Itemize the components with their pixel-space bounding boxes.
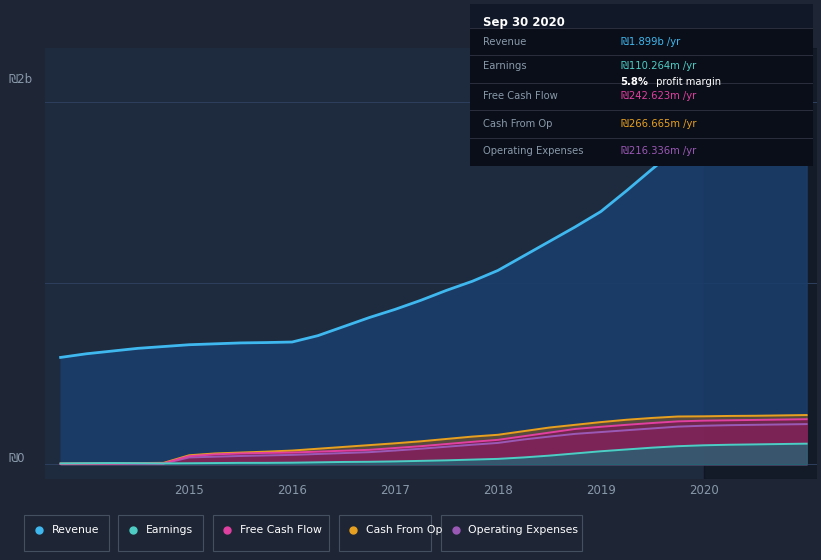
Text: ₪242.623m /yr: ₪242.623m /yr	[621, 91, 696, 101]
Text: Earnings: Earnings	[484, 61, 527, 71]
Text: Revenue: Revenue	[484, 36, 527, 46]
Text: ₪1.899b /yr: ₪1.899b /yr	[621, 36, 680, 46]
Text: Sep 30 2020: Sep 30 2020	[484, 16, 565, 29]
Text: ₪216.336m /yr: ₪216.336m /yr	[621, 146, 696, 156]
Text: profit margin: profit margin	[654, 77, 722, 87]
Text: ₪2b: ₪2b	[8, 73, 32, 86]
Text: ₪0: ₪0	[8, 452, 25, 465]
Text: Operating Expenses: Operating Expenses	[469, 525, 579, 535]
Text: Cash From Op: Cash From Op	[484, 119, 553, 129]
Text: Earnings: Earnings	[146, 525, 193, 535]
Text: Operating Expenses: Operating Expenses	[484, 146, 584, 156]
Text: Free Cash Flow: Free Cash Flow	[240, 525, 322, 535]
Text: ₪266.665m /yr: ₪266.665m /yr	[621, 119, 696, 129]
Bar	[704, 48, 821, 479]
Bar	[470, 4, 813, 27]
Text: Cash From Op: Cash From Op	[366, 525, 443, 535]
Text: Revenue: Revenue	[52, 525, 99, 535]
Text: Free Cash Flow: Free Cash Flow	[484, 91, 558, 101]
Text: ₪110.264m /yr: ₪110.264m /yr	[621, 61, 696, 71]
Text: 5.8%: 5.8%	[621, 77, 649, 87]
